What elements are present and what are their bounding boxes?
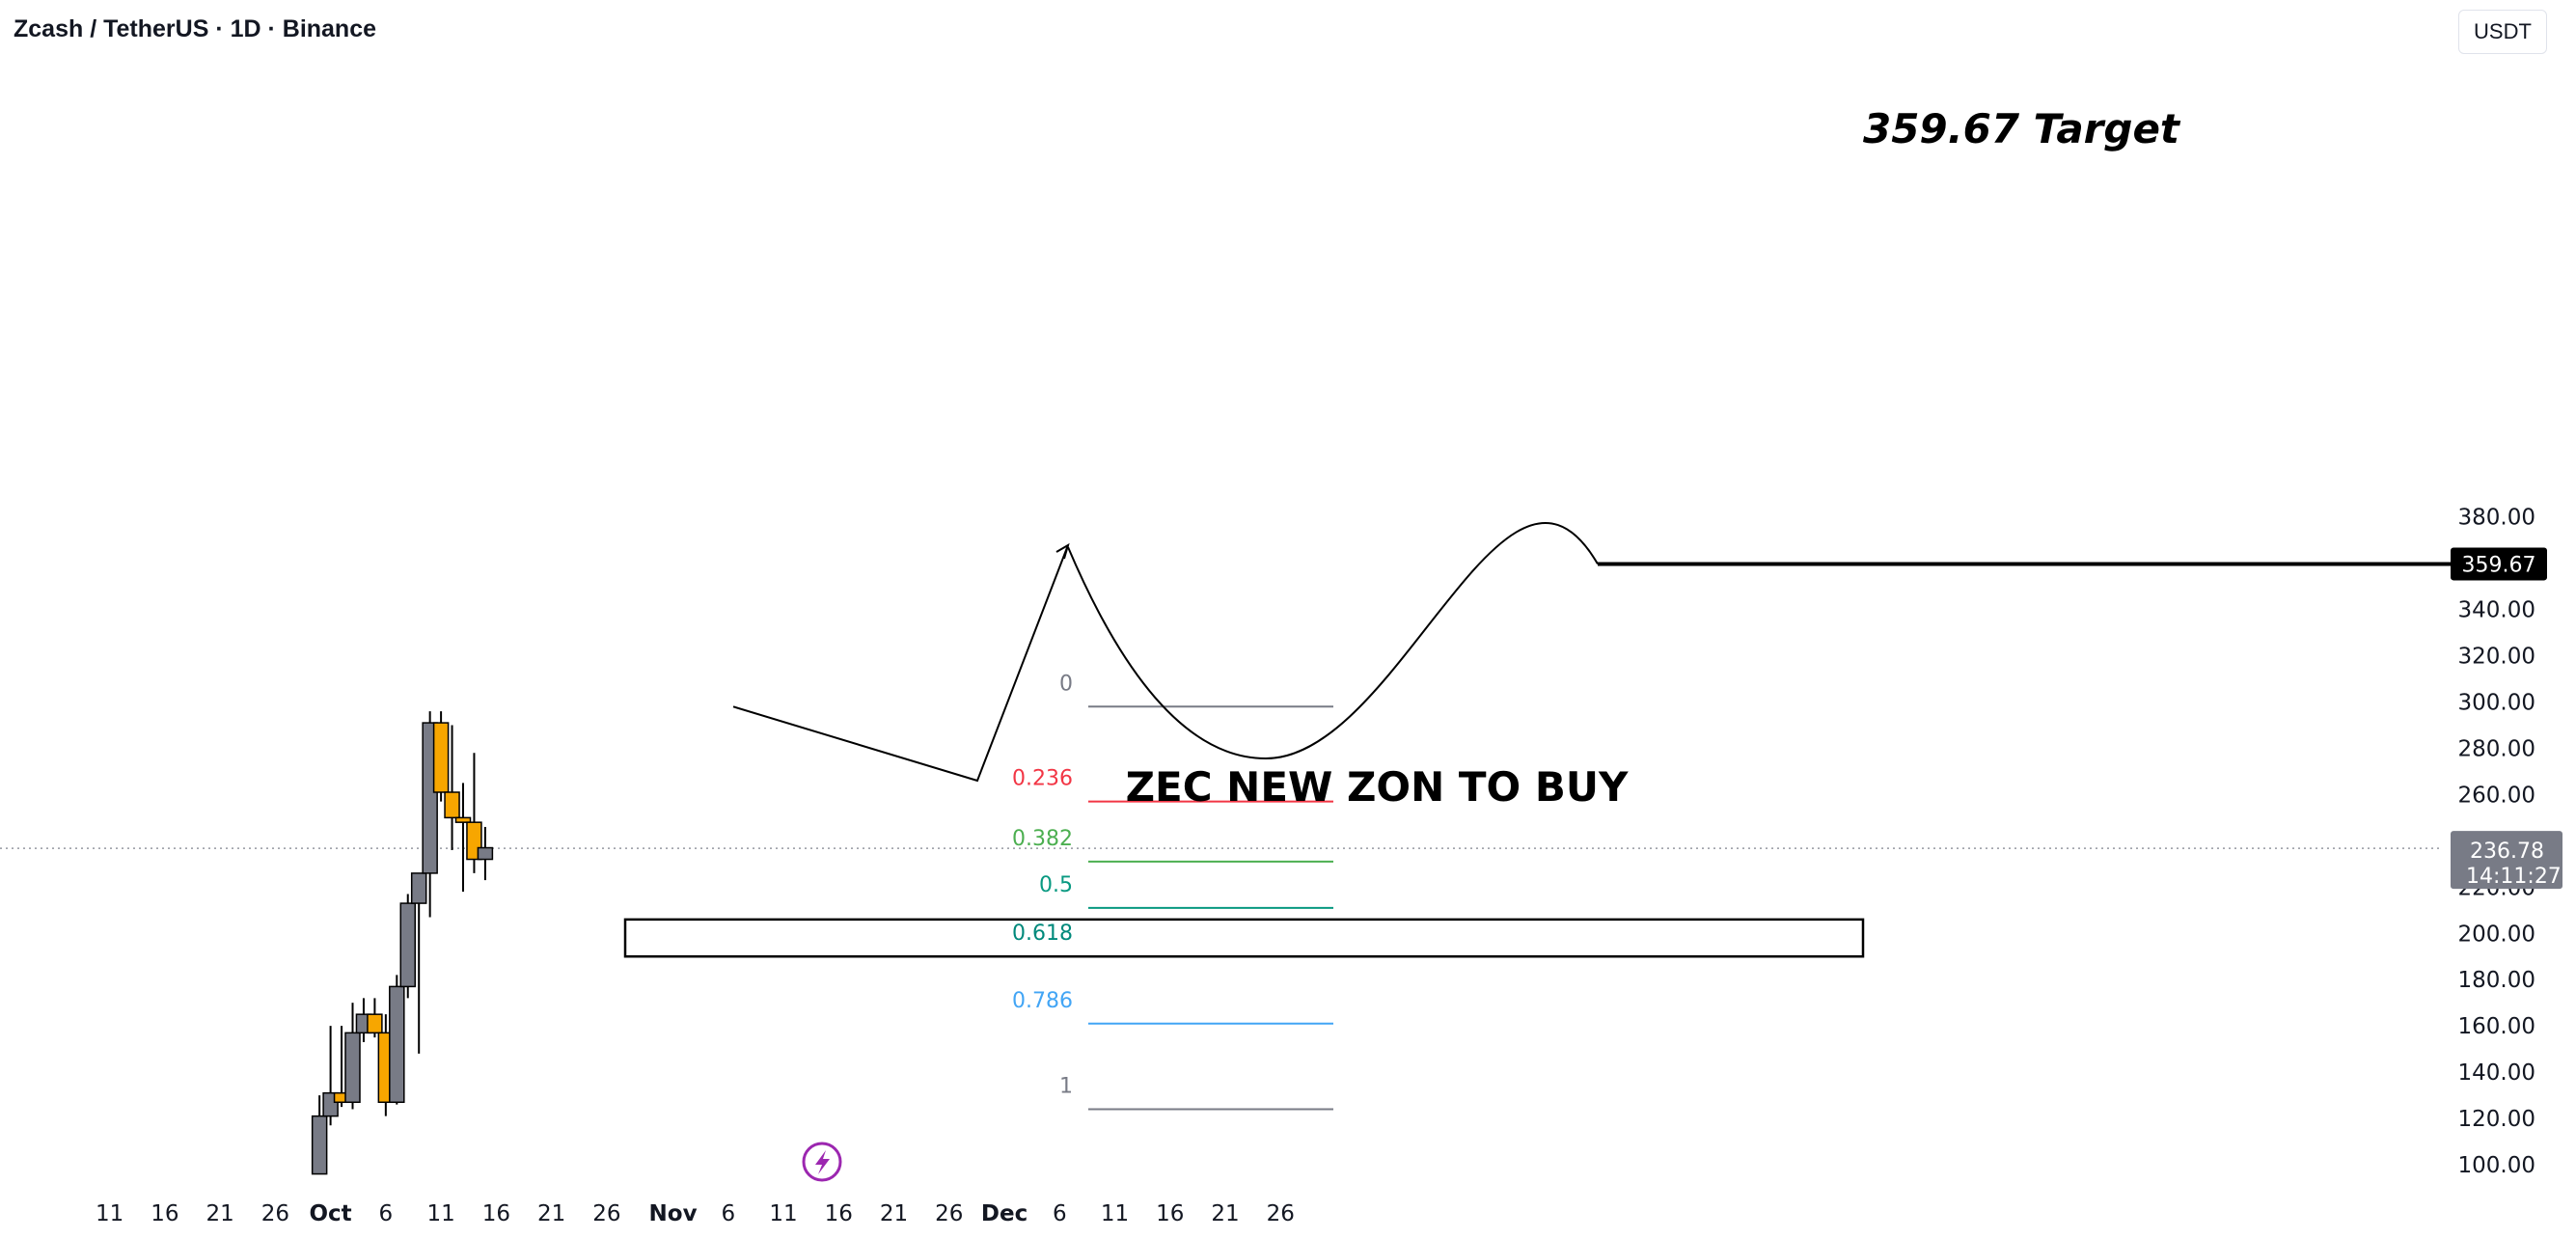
fib-level-label: 0.382 [1012, 827, 1073, 851]
time-tick-label: 26 [1267, 1201, 1295, 1226]
fib-level-label: 0 [1059, 672, 1073, 696]
price-tick-label: 280.00 [2458, 736, 2535, 761]
fib-level-label: 1 [1059, 1074, 1073, 1098]
projection-curve[interactable] [1067, 521, 1599, 760]
lightning-bolt-glyph [815, 1150, 830, 1174]
time-tick-label: 21 [880, 1201, 908, 1226]
candle-body [311, 1115, 328, 1175]
time-tick-label: 26 [592, 1201, 620, 1226]
candle-body [410, 872, 427, 904]
logo-layer[interactable] [802, 1142, 842, 1182]
symbol-title[interactable]: Zcash / TetherUS · 1D · Binance [14, 15, 377, 42]
time-tick-label: Oct [310, 1201, 352, 1226]
target-label: 359.67 Target [1863, 105, 2181, 152]
candle-body [432, 722, 450, 793]
fib-level-label: 0.5 [1039, 873, 1073, 897]
buy-zone[interactable]: ZEC NEW ZON TO BUY [623, 763, 1865, 958]
fib-level-label: 0.786 [1012, 989, 1073, 1013]
price-tick-label: 260.00 [2458, 783, 2535, 808]
projection-zigzag[interactable] [732, 544, 1069, 783]
candle-body [399, 902, 416, 988]
time-tick-label: 16 [482, 1201, 510, 1226]
time-tick-label: 16 [825, 1201, 853, 1226]
price-tick-label: 120.00 [2458, 1107, 2535, 1132]
time-tick-label: 21 [1211, 1201, 1239, 1226]
time-tick-label: Nov [649, 1201, 698, 1226]
price-tick-label: 300.00 [2458, 691, 2535, 716]
currency-button[interactable]: USDT [2458, 10, 2547, 54]
fib-level-label: 0.618 [1012, 922, 1073, 946]
time-tick-label: 11 [96, 1201, 123, 1226]
projection-drawing[interactable] [732, 521, 1599, 783]
time-tick-label: 21 [206, 1201, 233, 1226]
time-tick-label: 11 [426, 1201, 454, 1226]
buy-zone-label: ZEC NEW ZON TO BUY [1126, 763, 1629, 811]
price-tick-label: 380.00 [2458, 506, 2535, 531]
time-tick-label: 16 [151, 1201, 178, 1226]
price-tick-label: 160.00 [2458, 1014, 2535, 1039]
candles-layer [311, 711, 494, 1175]
time-tick-label: 26 [935, 1201, 963, 1226]
projection-arrowhead [1055, 542, 1070, 560]
price-tick-label: 100.00 [2458, 1153, 2535, 1178]
price-tick-label: 180.00 [2458, 968, 2535, 993]
time-tick-label: 6 [721, 1201, 735, 1226]
time-tick-label: 26 [261, 1201, 289, 1226]
candle-body [389, 985, 405, 1104]
fibonacci-retracement[interactable]: 0 0.236 0.382 0.5 0.618 0.786 1 [1012, 672, 1333, 1111]
time-axis[interactable]: 11 16 21 26 Oct 6 11 16 21 26 Nov 6 11 16 21 26 Dec 6 11 16… [96, 1201, 1295, 1226]
time-tick-label: 21 [537, 1201, 565, 1226]
current-price-tag [2451, 831, 2562, 890]
time-tick-label: 11 [769, 1201, 797, 1226]
target-price-value: 359.67 [2462, 553, 2536, 577]
price-tick-label: 340.00 [2458, 598, 2535, 623]
candle-countdown: 14:11:27 [2466, 865, 2562, 889]
candle-body [444, 791, 460, 819]
price-tick-label: 320.00 [2458, 645, 2535, 670]
target-price-tag [2451, 547, 2547, 581]
time-tick-label: 11 [1101, 1201, 1129, 1226]
time-tick-label: 6 [379, 1201, 394, 1226]
candle-body [454, 816, 472, 823]
current-price-value: 236.78 [2470, 840, 2544, 864]
candle-body [367, 1013, 383, 1034]
price-tick-label: 140.00 [2458, 1060, 2535, 1086]
buy-zone-box[interactable] [623, 918, 1865, 958]
price-tick-label: 200.00 [2458, 922, 2535, 947]
target-drawing[interactable]: 359.67 Target [1598, 105, 2451, 566]
fib-level-label: 0.236 [1012, 767, 1073, 791]
time-tick-label: 16 [1156, 1201, 1184, 1226]
candle-body [477, 846, 494, 861]
time-tick-label: 6 [1053, 1201, 1067, 1226]
time-tick-label: Dec [981, 1201, 1028, 1226]
candle-body [344, 1032, 361, 1104]
